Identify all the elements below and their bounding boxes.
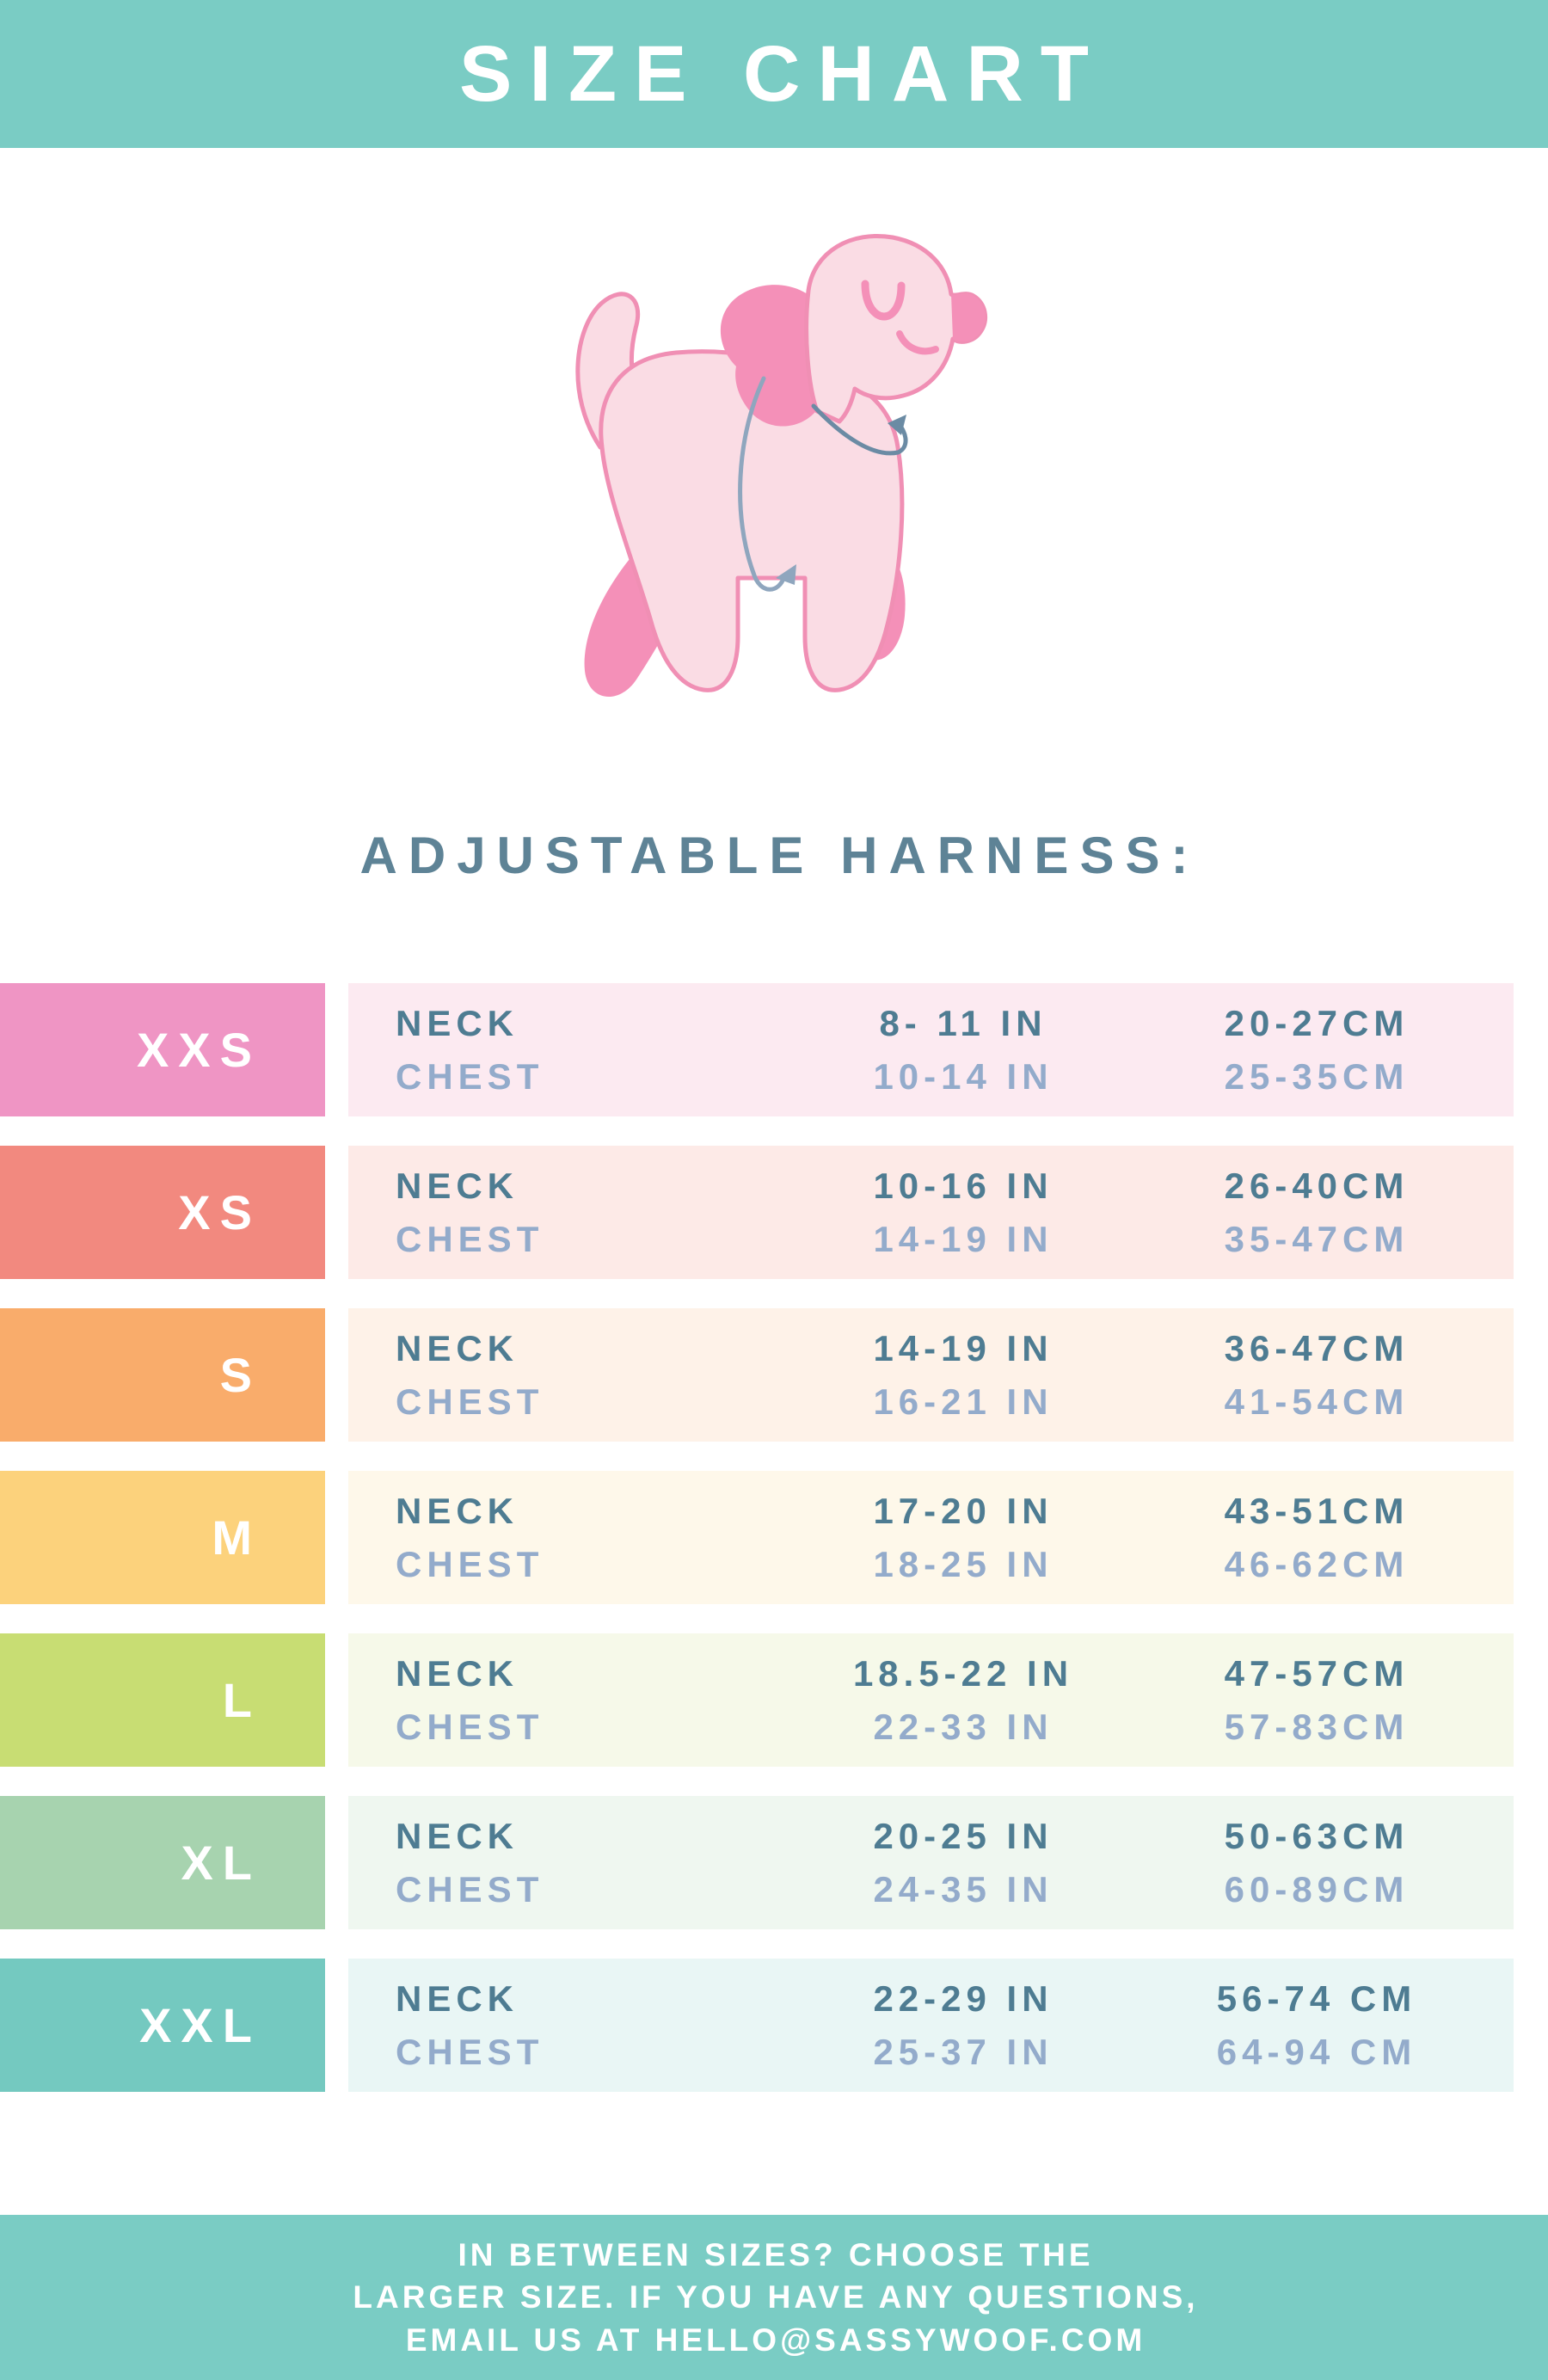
neck-label: NECK: [396, 1977, 519, 2019]
neck-inches-value: 14-19 IN: [873, 1327, 1054, 1368]
size-row: XXL NECK 22-29 IN 56-74 CM CHEST 25-37 IN 64-9…: [0, 1959, 1548, 2092]
size-badge: S: [0, 1308, 325, 1442]
neck-measurement-line: NECK 10-16 IN 26-40CM: [396, 1159, 1464, 1213]
footer-line-3: EMAIL US AT HELLO@SASSYWOOF.COM: [405, 2322, 1146, 2358]
dog-illustration: [0, 176, 1548, 770]
size-row: L NECK 18.5-22 IN 47-57CM CHEST 22-33 IN 57-83…: [0, 1633, 1548, 1767]
measurement-panel: NECK 10-16 IN 26-40CM CHEST 14-19 IN 35-47CM: [348, 1146, 1514, 1279]
chest-cm-value: 41-54CM: [1224, 1381, 1410, 1422]
size-badge-label: XXS: [136, 1022, 261, 1077]
neck-inches-value: 20-25 IN: [873, 1815, 1054, 1856]
size-badge: XXL: [0, 1959, 325, 2092]
neck-cm-value: 43-51CM: [1224, 1490, 1410, 1531]
neck-measurement-line: NECK 8- 11 IN 20-27CM: [396, 997, 1464, 1050]
measurement-panel: NECK 8- 11 IN 20-27CM CHEST 10-14 IN 25-35CM: [348, 983, 1514, 1116]
neck-label: NECK: [396, 1815, 519, 1856]
size-badge: XXS: [0, 983, 325, 1116]
neck-label: NECK: [396, 1327, 519, 1368]
dog-with-harness-icon: [575, 234, 988, 698]
chest-label: CHEST: [396, 1055, 544, 1097]
neck-inches-value: 8- 11 IN: [879, 1002, 1047, 1043]
chest-cm-value: 25-35CM: [1224, 1055, 1410, 1097]
chest-measurement-line: CHEST 14-19 IN 35-47CM: [396, 1213, 1464, 1266]
page-title: SIZE CHART: [459, 30, 1106, 118]
chest-cm-value: 35-47CM: [1224, 1218, 1410, 1259]
chest-inches-value: 22-33 IN: [873, 1706, 1054, 1747]
chest-label: CHEST: [396, 1218, 544, 1259]
size-badge: XS: [0, 1146, 325, 1279]
neck-measurement-line: NECK 22-29 IN 56-74 CM: [396, 1972, 1464, 2026]
chest-inches-value: 25-37 IN: [873, 2031, 1054, 2072]
chest-label: CHEST: [396, 1543, 544, 1584]
neck-measurement-line: NECK 18.5-22 IN 47-57CM: [396, 1647, 1464, 1700]
size-badge: XL: [0, 1796, 325, 1929]
footer-line-1: IN BETWEEN SIZES? CHOOSE THE: [458, 2237, 1094, 2273]
measurement-panel: NECK 18.5-22 IN 47-57CM CHEST 22-33 IN 57-83C…: [348, 1633, 1514, 1767]
neck-label: NECK: [396, 1490, 519, 1531]
neck-cm-value: 50-63CM: [1224, 1815, 1410, 1856]
chest-label: CHEST: [396, 1706, 544, 1747]
footer-line-2: LARGER SIZE. IF YOU HAVE ANY QUESTIONS,: [353, 2279, 1199, 2315]
size-table: XXS NECK 8- 11 IN 20-27CM CHEST 10-14 IN 25-35…: [0, 983, 1548, 2121]
chest-measurement-line: CHEST 22-33 IN 57-83CM: [396, 1700, 1464, 1754]
measurement-lines-group: [738, 376, 908, 592]
chest-measurement-line: CHEST 10-14 IN 25-35CM: [396, 1050, 1464, 1104]
neck-measurement-line: NECK 14-19 IN 36-47CM: [396, 1322, 1464, 1375]
size-badge-label: L: [222, 1672, 261, 1727]
chest-inches-value: 14-19 IN: [873, 1218, 1054, 1259]
section-title: ADJUSTABLE HARNESS:: [359, 827, 1200, 884]
chest-measurement-line: CHEST 18-25 IN 46-62CM: [396, 1538, 1464, 1591]
size-row: XS NECK 10-16 IN 26-40CM CHEST 14-19 IN 35-47C…: [0, 1146, 1548, 1279]
chest-label: CHEST: [396, 1381, 544, 1422]
chest-label: CHEST: [396, 2031, 544, 2072]
neck-measurement-line: NECK 17-20 IN 43-51CM: [396, 1485, 1464, 1538]
chest-cm-value: 46-62CM: [1224, 1543, 1410, 1584]
neck-inches-value: 18.5-22 IN: [852, 1652, 1074, 1694]
neck-cm-value: 56-74 CM: [1216, 1977, 1417, 2019]
size-badge-label: XXL: [139, 1997, 261, 2052]
size-badge: M: [0, 1471, 325, 1604]
chest-measurement-line: CHEST 25-37 IN 64-94 CM: [396, 2026, 1464, 2079]
measurement-panel: NECK 22-29 IN 56-74 CM CHEST 25-37 IN 64-94 C…: [348, 1959, 1514, 2092]
neck-cm-value: 26-40CM: [1224, 1165, 1410, 1206]
measurement-panel: NECK 17-20 IN 43-51CM CHEST 18-25 IN 46-62CM: [348, 1471, 1514, 1604]
neck-inches-value: 22-29 IN: [873, 1977, 1054, 2019]
size-badge-label: XL: [181, 1835, 261, 1890]
size-badge: L: [0, 1633, 325, 1767]
neck-label: NECK: [396, 1002, 519, 1043]
chest-measurement-line: CHEST 16-21 IN 41-54CM: [396, 1375, 1464, 1429]
chest-cm-value: 57-83CM: [1224, 1706, 1410, 1747]
chest-inches-value: 18-25 IN: [873, 1543, 1054, 1584]
chest-label: CHEST: [396, 1868, 544, 1910]
neck-cm-value: 36-47CM: [1224, 1327, 1410, 1368]
measurement-panel: NECK 14-19 IN 36-47CM CHEST 16-21 IN 41-54CM: [348, 1308, 1514, 1442]
chest-cm-value: 60-89CM: [1224, 1868, 1410, 1910]
footer-banner: IN BETWEEN SIZES? CHOOSE THE LARGER SIZE…: [0, 2215, 1548, 2380]
chest-cm-value: 64-94 CM: [1216, 2031, 1417, 2072]
neck-label: NECK: [396, 1165, 519, 1206]
header-banner: SIZE CHART: [0, 0, 1548, 148]
neck-label: NECK: [396, 1652, 519, 1694]
size-badge-label: S: [219, 1347, 261, 1402]
chest-inches-value: 10-14 IN: [873, 1055, 1054, 1097]
chest-inches-value: 16-21 IN: [873, 1381, 1054, 1422]
neck-cm-value: 47-57CM: [1224, 1652, 1410, 1694]
size-badge-label: M: [212, 1510, 261, 1565]
neck-inches-value: 17-20 IN: [873, 1490, 1054, 1531]
neck-measurement-line: NECK 20-25 IN 50-63CM: [396, 1810, 1464, 1863]
dog-shape-group: [575, 234, 988, 698]
size-row: XXS NECK 8- 11 IN 20-27CM CHEST 10-14 IN 25-35…: [0, 983, 1548, 1116]
size-badge-label: XS: [178, 1184, 261, 1239]
measurement-panel: NECK 20-25 IN 50-63CM CHEST 24-35 IN 60-89CM: [348, 1796, 1514, 1929]
size-row: S NECK 14-19 IN 36-47CM CHEST 16-21 IN 41-54CM: [0, 1308, 1548, 1442]
neck-cm-value: 20-27CM: [1224, 1002, 1410, 1043]
chest-inches-value: 24-35 IN: [873, 1868, 1054, 1910]
size-row: XL NECK 20-25 IN 50-63CM CHEST 24-35 IN 60-89C…: [0, 1796, 1548, 1929]
neck-inches-value: 10-16 IN: [873, 1165, 1054, 1206]
chest-measurement-line: CHEST 24-35 IN 60-89CM: [396, 1863, 1464, 1916]
size-row: M NECK 17-20 IN 43-51CM CHEST 18-25 IN 46-62CM: [0, 1471, 1548, 1604]
